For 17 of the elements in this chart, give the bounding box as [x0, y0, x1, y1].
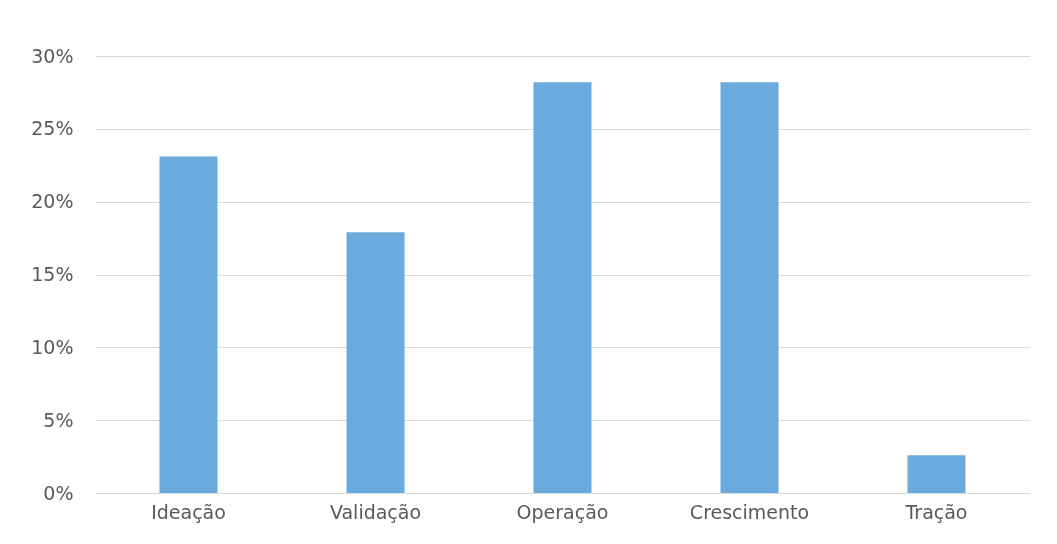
bar	[346, 232, 405, 493]
bar	[907, 455, 966, 493]
y-tick-label: 25%	[31, 117, 74, 140]
y-tick-label: 20%	[31, 190, 74, 213]
y-tick-label: 10%	[31, 335, 74, 358]
x-tick-label: Operação	[516, 500, 609, 523]
bar	[720, 82, 779, 493]
x-tick-label: Tração	[904, 500, 968, 523]
x-tick-label: Ideação	[151, 500, 226, 523]
y-tick-label: 0%	[43, 481, 74, 504]
x-tick-label: Crescimento	[689, 500, 810, 523]
bar	[533, 82, 592, 493]
y-tick-label: 15%	[31, 263, 74, 285]
y-tick-label: 30%	[31, 44, 74, 67]
x-tick-label: Validação	[329, 500, 422, 523]
bar	[159, 156, 218, 493]
y-tick-label: 5%	[43, 408, 74, 431]
